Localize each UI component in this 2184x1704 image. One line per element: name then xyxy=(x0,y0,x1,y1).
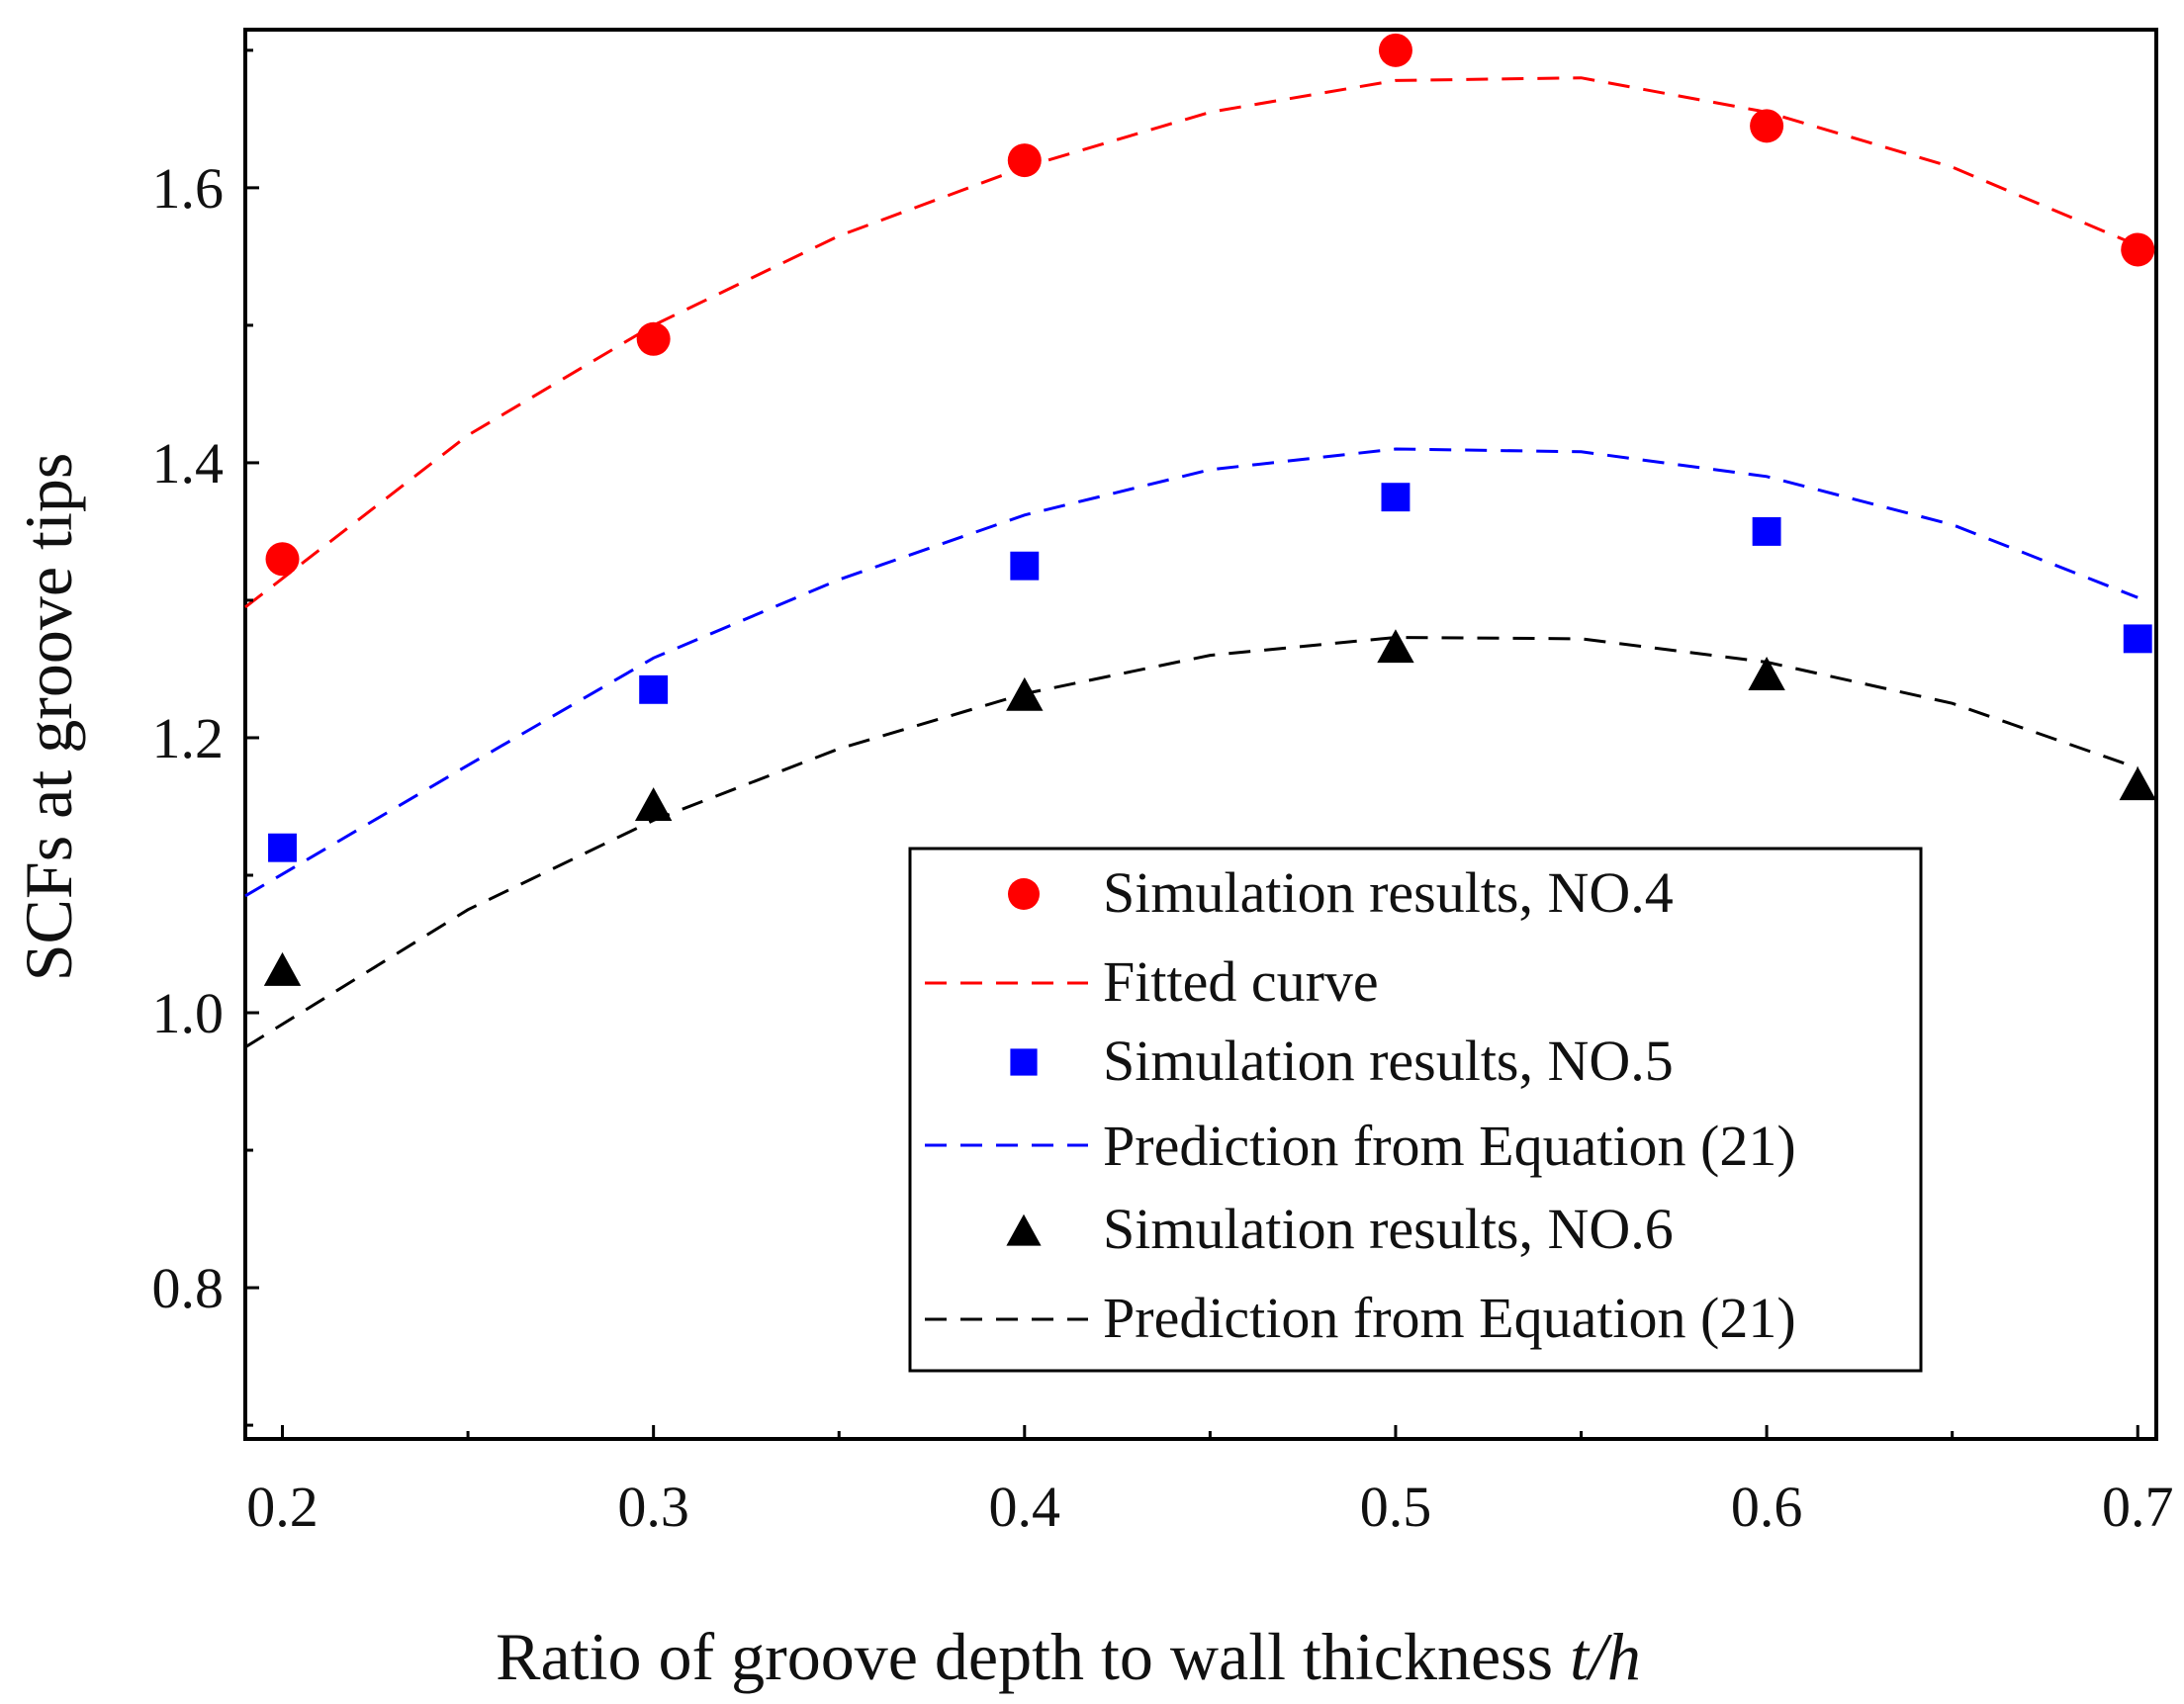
legend-symbol-circle xyxy=(1008,878,1040,910)
series-2-square-point xyxy=(268,833,297,862)
series-4-triangle-point xyxy=(1377,629,1414,664)
y-tick-label: 1.0 xyxy=(152,981,225,1045)
y-tick-label: 1.2 xyxy=(152,706,225,770)
x-axis-title-text: Ratio of groove depth to wall thickness xyxy=(496,1619,1553,1694)
series-0-circle-point xyxy=(1750,109,1784,143)
y-tick-label: 1.4 xyxy=(152,431,225,495)
series-4-triangle-point xyxy=(634,787,673,822)
legend-symbols xyxy=(925,878,1088,1321)
plot-frame xyxy=(243,28,2158,1441)
series-2-square-point xyxy=(639,674,669,704)
x-tick-label: 0.4 xyxy=(989,1475,1061,1539)
legend-symbol-triangle xyxy=(1006,1213,1042,1246)
legend-box xyxy=(908,847,1923,1373)
series-2-square-point xyxy=(1010,551,1040,581)
series-4-triangle-point xyxy=(1748,657,1785,690)
series-0-circle-point xyxy=(1378,33,1412,67)
y-tick-label: 0.8 xyxy=(152,1256,225,1320)
series-3-dashed-curve xyxy=(244,447,2138,898)
x-axis-title-variable: t/h xyxy=(1570,1619,1641,1694)
series-5-dashed-curve xyxy=(244,635,2138,1049)
x-tick-label: 0.7 xyxy=(2102,1475,2174,1539)
legend-label-prediction-blue: Prediction from Equation (21) xyxy=(1103,1114,1796,1178)
series-2-square-point xyxy=(1381,483,1410,512)
y-axis-title: SCFs at groove tips xyxy=(11,453,86,982)
series-2-square-point xyxy=(2123,624,2152,654)
series-0-circle-point xyxy=(636,321,671,356)
legend-label-sim-no6: Simulation results, NO.6 xyxy=(1103,1197,1674,1261)
series-1-dashed-curve xyxy=(244,76,2138,609)
x-tick-label: 0.3 xyxy=(617,1475,689,1539)
y-tick-label: 1.6 xyxy=(152,156,225,221)
legend-label-sim-no5: Simulation results, NO.5 xyxy=(1103,1029,1674,1093)
x-axis-title: Ratio of groove depth to wall thickness … xyxy=(496,1619,1641,1694)
legend-label-fitted-curve: Fitted curve xyxy=(1103,949,1379,1014)
x-tick-label: 0.6 xyxy=(1731,1475,1803,1539)
legend-label-sim-no4: Simulation results, NO.4 xyxy=(1103,860,1674,925)
series-0-circle-point xyxy=(265,542,300,577)
series-4-triangle-point xyxy=(1006,676,1044,711)
legend-symbol-square xyxy=(1010,1048,1038,1076)
x-tick-label: 0.5 xyxy=(1360,1475,1432,1539)
axis-ticks: 0.2 0.3 0.4 0.5 0.6 0.7 0.8 1.0 1.2 1.4 1.6 xyxy=(152,48,2174,1539)
series-4-triangle-point xyxy=(2119,766,2156,801)
x-tick-label: 0.2 xyxy=(246,1475,318,1539)
series-layer xyxy=(244,33,2156,1049)
series-2-square-point xyxy=(1752,516,1781,546)
series-0-circle-point xyxy=(2121,232,2155,267)
series-0-circle-point xyxy=(1007,143,1042,178)
series-4-triangle-point xyxy=(263,951,302,986)
legend-label-prediction-black: Prediction from Equation (21) xyxy=(1103,1286,1796,1350)
legend: Simulation results, NO.4 Fitted curve Si… xyxy=(908,847,1923,1373)
